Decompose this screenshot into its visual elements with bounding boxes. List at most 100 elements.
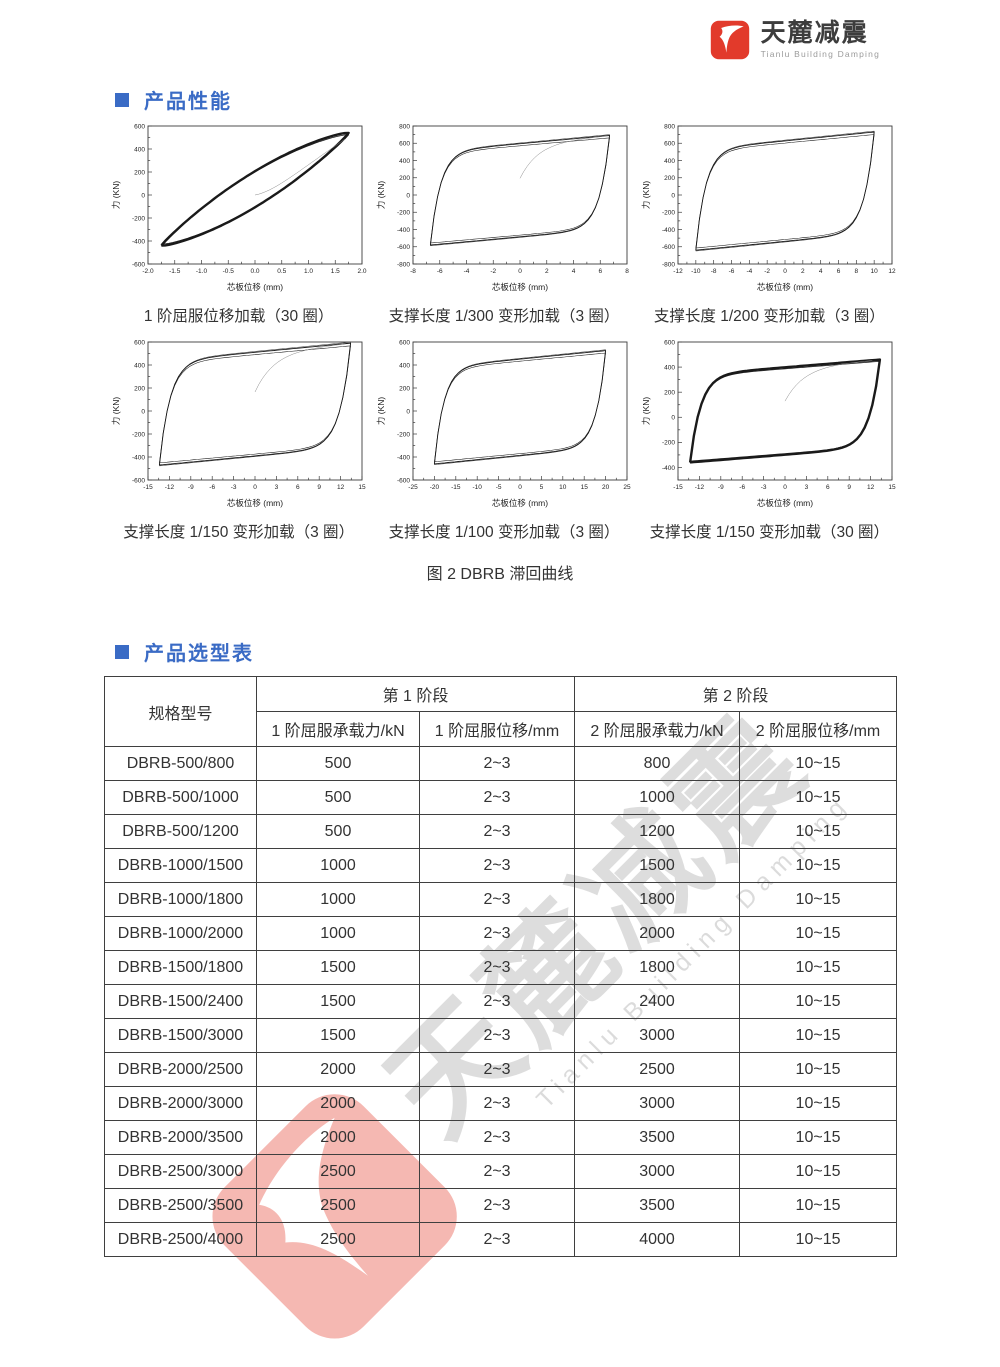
table-row: DBRB-1000/2000 1000 2~3 2000 10~15: [104, 916, 898, 951]
svg-text:-400: -400: [132, 454, 145, 461]
y-axis-label: 力 (KN): [111, 397, 121, 426]
svg-text:200: 200: [399, 385, 410, 392]
svg-text:12: 12: [867, 484, 875, 491]
value-cell: 3000: [574, 1154, 741, 1189]
svg-text:-15: -15: [674, 484, 684, 491]
svg-text:0: 0: [518, 268, 522, 275]
svg-text:-12: -12: [674, 268, 684, 275]
svg-text:2: 2: [545, 268, 549, 275]
chart-block: -12 -10 -8 -6 -4 -2 0 2 4 6 8 10 12 -800 -600 -400 -200 0…: [637, 118, 902, 330]
svg-text:2: 2: [801, 268, 805, 275]
svg-text:3: 3: [274, 484, 278, 491]
svg-text:0: 0: [253, 484, 257, 491]
value-cell: 1000: [256, 916, 420, 951]
chart-block: -25 -20 -15 -10 -5 0 5 10 15 20 25 -600 -400 -200 0 200…: [371, 334, 636, 546]
hysteresis-chart: -2.0 -1.5 -1.0 -0.5 0.0 0.5 1.0 1.5 2.0 -600 -400 -…: [111, 123, 367, 292]
value-cell: 10~15: [739, 1188, 898, 1223]
col-group-stage2: 第 2 阶段: [574, 676, 898, 712]
svg-text:12: 12: [337, 484, 345, 491]
chart-caption: 支撑长度 1/150 变形加载（3 圈）: [123, 524, 355, 541]
value-cell: 10~15: [739, 1154, 898, 1189]
svg-text:-400: -400: [132, 238, 145, 245]
value-cell: 2~3: [418, 746, 576, 781]
value-cell: 2~3: [418, 780, 576, 815]
col-header-yield-disp-1: 1 阶屈服位移/mm: [418, 711, 576, 747]
svg-text:6: 6: [296, 484, 300, 491]
svg-text:-600: -600: [397, 244, 410, 251]
svg-text:-600: -600: [397, 477, 410, 484]
brand-text: 天麓减震 Tianlu Building Damping: [761, 20, 880, 60]
y-axis-label: 力 (KN): [641, 181, 651, 210]
svg-text:15: 15: [889, 484, 897, 491]
svg-text:-8: -8: [711, 268, 717, 275]
svg-text:-3: -3: [761, 484, 767, 491]
svg-text:-200: -200: [662, 210, 675, 217]
y-axis-label: 力 (KN): [376, 397, 386, 426]
svg-text:20: 20: [602, 484, 610, 491]
svg-text:-200: -200: [397, 210, 410, 217]
value-cell: 500: [256, 814, 420, 849]
svg-text:-4: -4: [464, 268, 470, 275]
svg-text:10: 10: [559, 484, 567, 491]
svg-text:0: 0: [784, 484, 788, 491]
svg-text:10: 10: [871, 268, 879, 275]
model-cell: DBRB-1000/1800: [104, 882, 257, 917]
model-cell: DBRB-500/1000: [104, 780, 257, 815]
value-cell: 500: [256, 780, 420, 815]
value-cell: 3500: [574, 1188, 741, 1223]
svg-text:15: 15: [358, 484, 366, 491]
value-cell: 2~3: [418, 882, 576, 917]
svg-text:-1.5: -1.5: [169, 268, 181, 275]
x-axis-label: 芯板位移 (mm): [757, 282, 813, 292]
table-row: DBRB-500/800 500 2~3 800 10~15: [104, 746, 898, 781]
chart-block: -15 -12 -9 -6 -3 0 3 6 9 12 15 -600 -400 -200 0 200 400 6…: [106, 334, 371, 546]
value-cell: 10~15: [739, 1222, 898, 1257]
model-cell: DBRB-2500/4000: [104, 1222, 257, 1257]
svg-text:-15: -15: [143, 484, 153, 491]
svg-text:200: 200: [134, 385, 145, 392]
svg-text:-2.0: -2.0: [142, 268, 154, 275]
value-cell: 2~3: [418, 1222, 576, 1257]
svg-text:-8: -8: [410, 268, 416, 275]
svg-text:400: 400: [134, 146, 145, 153]
svg-text:-200: -200: [132, 215, 145, 222]
col-header-yield-force-1: 1 阶屈服承载力/kN: [256, 711, 420, 747]
svg-text:200: 200: [664, 389, 675, 396]
x-axis-label: 芯板位移 (mm): [227, 498, 283, 508]
svg-text:-800: -800: [662, 261, 675, 268]
svg-text:-12: -12: [695, 484, 705, 491]
svg-text:600: 600: [134, 339, 145, 346]
svg-text:-6: -6: [437, 268, 443, 275]
chart-caption: 支撑长度 1/100 变形加载（3 圈）: [388, 524, 620, 541]
svg-text:800: 800: [399, 123, 410, 130]
hysteresis-chart: -15 -12 -9 -6 -3 0 3 6 9 12 15 -600 -400 -200 0 200 400 6…: [111, 339, 366, 508]
value-cell: 2~3: [418, 1052, 576, 1087]
value-cell: 3500: [574, 1120, 741, 1155]
svg-text:2.0: 2.0: [357, 268, 366, 275]
col-group-stage1: 第 1 阶段: [255, 676, 576, 712]
value-cell: 2500: [256, 1222, 420, 1257]
value-cell: 2400: [574, 984, 741, 1019]
svg-text:600: 600: [399, 141, 410, 148]
table-row: DBRB-1500/3000 1500 2~3 3000 10~15: [104, 1018, 898, 1053]
svg-text:600: 600: [664, 141, 675, 148]
value-cell: 1000: [256, 848, 420, 883]
chart-caption: 支撑长度 1/150 变形加载（30 圈）: [649, 524, 890, 541]
svg-text:1.0: 1.0: [304, 268, 313, 275]
value-cell: 2~3: [418, 848, 576, 883]
value-cell: 10~15: [739, 984, 898, 1019]
selection-table: 规格型号 第 1 阶段 第 2 阶段 1 阶屈服承载力/kN 1 阶屈服位移/m…: [104, 676, 898, 1257]
svg-text:200: 200: [664, 175, 675, 182]
svg-text:-200: -200: [662, 440, 675, 447]
model-cell: DBRB-1500/1800: [104, 950, 257, 985]
value-cell: 2000: [574, 916, 741, 951]
svg-text:400: 400: [664, 364, 675, 371]
value-cell: 10~15: [739, 848, 898, 883]
table-row: DBRB-1000/1500 1000 2~3 1500 10~15: [104, 848, 898, 883]
x-axis-label: 芯板位移 (mm): [227, 282, 283, 292]
value-cell: 10~15: [739, 1052, 898, 1087]
y-axis-label: 力 (KN): [111, 181, 121, 210]
svg-text:-20: -20: [430, 484, 440, 491]
section-title: 产品选型表: [144, 643, 254, 665]
x-axis-label: 芯板位移 (mm): [492, 498, 548, 508]
